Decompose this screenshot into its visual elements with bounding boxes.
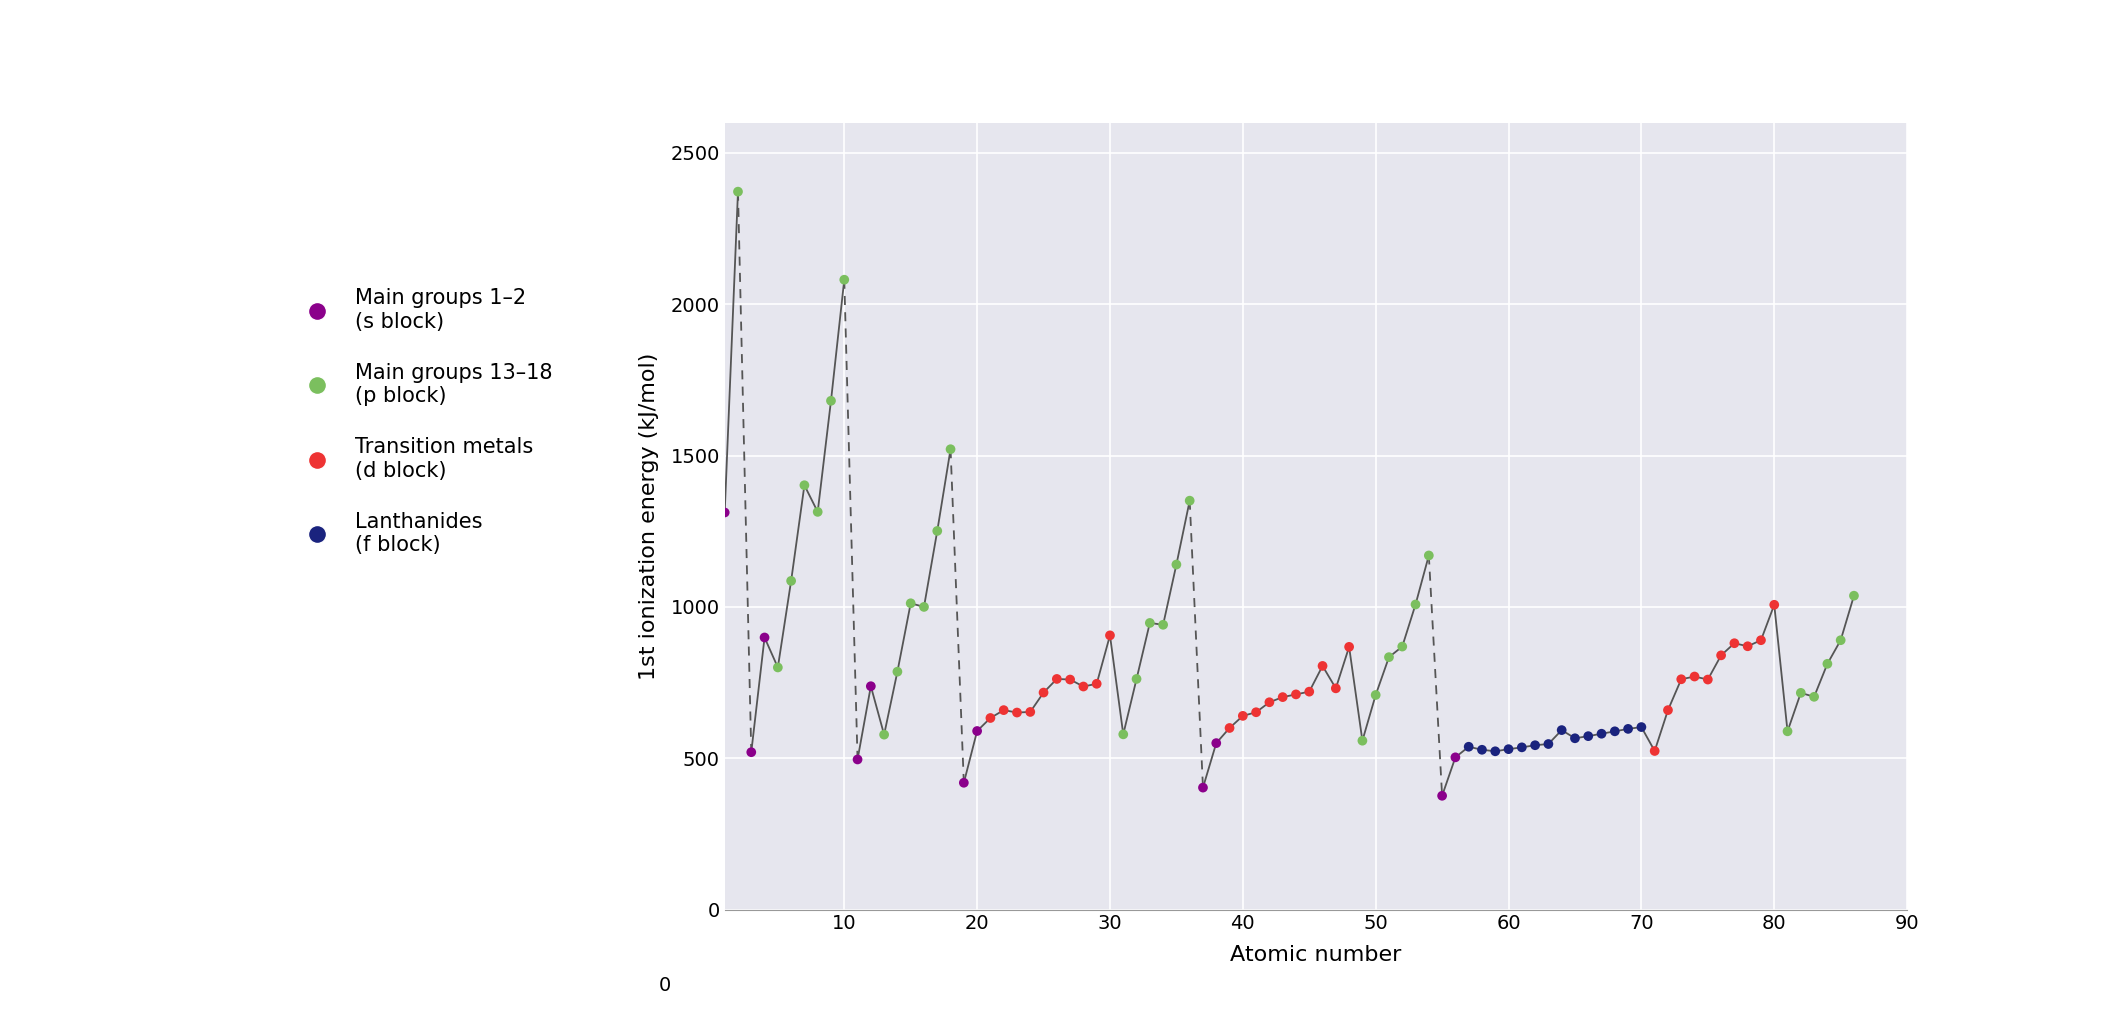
Point — [1797, 689, 1831, 705]
Point — [1318, 681, 1352, 697]
Point — [1610, 721, 1644, 737]
Point — [1771, 724, 1805, 740]
Point — [1557, 730, 1591, 746]
Point — [973, 710, 1007, 727]
Point — [1678, 668, 1712, 685]
Point — [1492, 741, 1526, 757]
Point — [1265, 689, 1299, 705]
Point — [1663, 671, 1697, 688]
Point — [1625, 718, 1659, 735]
Point — [1093, 628, 1127, 644]
Point — [1371, 649, 1405, 665]
Point — [1053, 671, 1087, 688]
Point — [1651, 702, 1685, 718]
Point — [907, 599, 941, 615]
Point — [1731, 638, 1765, 654]
Point — [1280, 686, 1314, 702]
Point — [920, 523, 954, 540]
Point — [1439, 749, 1473, 765]
Point — [1744, 632, 1778, 648]
Point — [1716, 635, 1750, 651]
Point — [1598, 724, 1632, 740]
Point — [1532, 736, 1566, 752]
Point — [1252, 694, 1286, 710]
Point — [1000, 704, 1034, 721]
Point — [841, 751, 875, 768]
Point — [1824, 632, 1858, 648]
Point — [1293, 684, 1326, 700]
Point — [748, 630, 782, 646]
Point — [1187, 780, 1221, 796]
Point — [708, 504, 742, 520]
Point — [1227, 707, 1261, 724]
Point — [773, 572, 807, 589]
Point — [826, 272, 860, 288]
Point — [1333, 639, 1367, 655]
Point — [1572, 728, 1606, 744]
Point — [1081, 676, 1115, 692]
Point — [1146, 616, 1180, 633]
Point — [1426, 788, 1460, 804]
Point — [1358, 687, 1392, 703]
Point — [1479, 743, 1513, 759]
Point — [1026, 685, 1060, 701]
Point — [882, 663, 915, 680]
Point — [1585, 726, 1619, 742]
Point — [1464, 742, 1498, 758]
Point — [1386, 639, 1420, 655]
Point — [894, 595, 928, 611]
Point — [960, 723, 994, 739]
Text: 0: 0 — [659, 976, 672, 995]
Point — [735, 744, 769, 760]
Point — [1452, 739, 1485, 755]
Point — [1040, 670, 1074, 687]
Point — [1199, 735, 1233, 751]
Point — [1172, 493, 1206, 509]
Legend: Main groups 1–2
(s block), Main groups 13–18
(p block), Transition metals
(d blo: Main groups 1–2 (s block), Main groups 1… — [288, 280, 559, 563]
Point — [801, 504, 835, 520]
Point — [1159, 556, 1193, 572]
Point — [1066, 679, 1100, 695]
Point — [1411, 547, 1445, 563]
Point — [788, 477, 822, 494]
Point — [1545, 722, 1579, 738]
Point — [814, 392, 848, 409]
X-axis label: Atomic number: Atomic number — [1231, 944, 1401, 965]
Point — [1119, 670, 1153, 687]
Point — [854, 678, 888, 694]
Point — [1134, 615, 1168, 632]
Point — [947, 775, 981, 791]
Y-axis label: 1st ionization energy (kJ/mol): 1st ionization energy (kJ/mol) — [640, 353, 659, 680]
Point — [1399, 596, 1432, 612]
Point — [1784, 685, 1818, 701]
Point — [1305, 658, 1339, 675]
Point — [1757, 597, 1791, 613]
Point — [1517, 737, 1551, 753]
Point — [1837, 588, 1871, 604]
Point — [1810, 656, 1844, 672]
Point — [1638, 743, 1672, 759]
Point — [1212, 719, 1246, 736]
Point — [1346, 733, 1379, 749]
Point — [1106, 727, 1140, 743]
Point — [720, 184, 754, 200]
Point — [1691, 671, 1725, 688]
Point — [987, 702, 1021, 718]
Point — [1013, 704, 1047, 721]
Point — [1704, 647, 1738, 663]
Point — [867, 727, 901, 743]
Point — [761, 659, 795, 676]
Point — [1504, 739, 1538, 755]
Point — [934, 442, 968, 458]
Point — [1240, 704, 1274, 721]
